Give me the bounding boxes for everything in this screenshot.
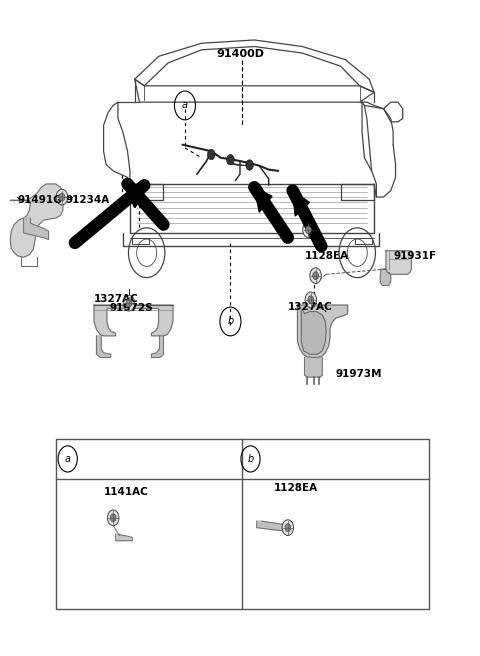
Text: 1327AC: 1327AC: [94, 293, 139, 304]
Circle shape: [306, 226, 312, 234]
Polygon shape: [24, 218, 48, 239]
Polygon shape: [380, 269, 391, 285]
Text: a: a: [65, 454, 71, 464]
Text: 91973M: 91973M: [336, 369, 382, 379]
Circle shape: [282, 520, 294, 535]
Polygon shape: [305, 358, 323, 377]
Polygon shape: [254, 187, 272, 212]
Text: b: b: [247, 454, 253, 464]
Circle shape: [305, 292, 317, 308]
Text: 91234A: 91234A: [65, 195, 109, 205]
Circle shape: [126, 299, 132, 307]
Text: a: a: [182, 100, 188, 110]
Text: 1327AC: 1327AC: [288, 302, 333, 312]
Circle shape: [310, 268, 322, 283]
Polygon shape: [257, 521, 288, 531]
Circle shape: [313, 272, 319, 279]
Polygon shape: [116, 534, 132, 541]
Circle shape: [207, 150, 215, 160]
Polygon shape: [94, 305, 173, 336]
Circle shape: [308, 296, 314, 304]
Circle shape: [123, 295, 135, 311]
Circle shape: [303, 222, 314, 237]
Polygon shape: [125, 185, 144, 207]
Polygon shape: [128, 184, 146, 208]
Circle shape: [285, 523, 291, 531]
Circle shape: [246, 160, 253, 171]
Circle shape: [108, 510, 119, 525]
Circle shape: [56, 189, 68, 205]
Polygon shape: [96, 336, 111, 358]
Text: 91400D: 91400D: [216, 49, 264, 60]
Text: 91972S: 91972S: [110, 303, 154, 314]
Text: 1128EA: 1128EA: [305, 251, 349, 261]
Polygon shape: [301, 310, 326, 354]
Circle shape: [227, 155, 234, 165]
Polygon shape: [298, 305, 348, 358]
Text: 1128EA: 1128EA: [274, 483, 318, 493]
Text: 91931F: 91931F: [393, 251, 436, 261]
Text: b: b: [228, 316, 234, 327]
Bar: [56, 440, 429, 609]
Polygon shape: [10, 184, 63, 257]
Circle shape: [59, 193, 65, 201]
Circle shape: [110, 514, 116, 522]
Text: 91491G: 91491G: [17, 195, 62, 205]
Polygon shape: [293, 190, 309, 216]
Polygon shape: [386, 251, 411, 274]
Polygon shape: [152, 336, 163, 358]
Text: 1141AC: 1141AC: [104, 487, 148, 497]
